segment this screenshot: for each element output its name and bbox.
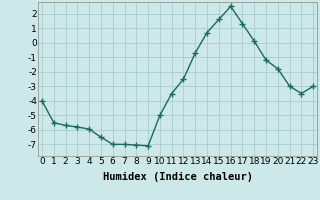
X-axis label: Humidex (Indice chaleur): Humidex (Indice chaleur) — [103, 172, 252, 182]
